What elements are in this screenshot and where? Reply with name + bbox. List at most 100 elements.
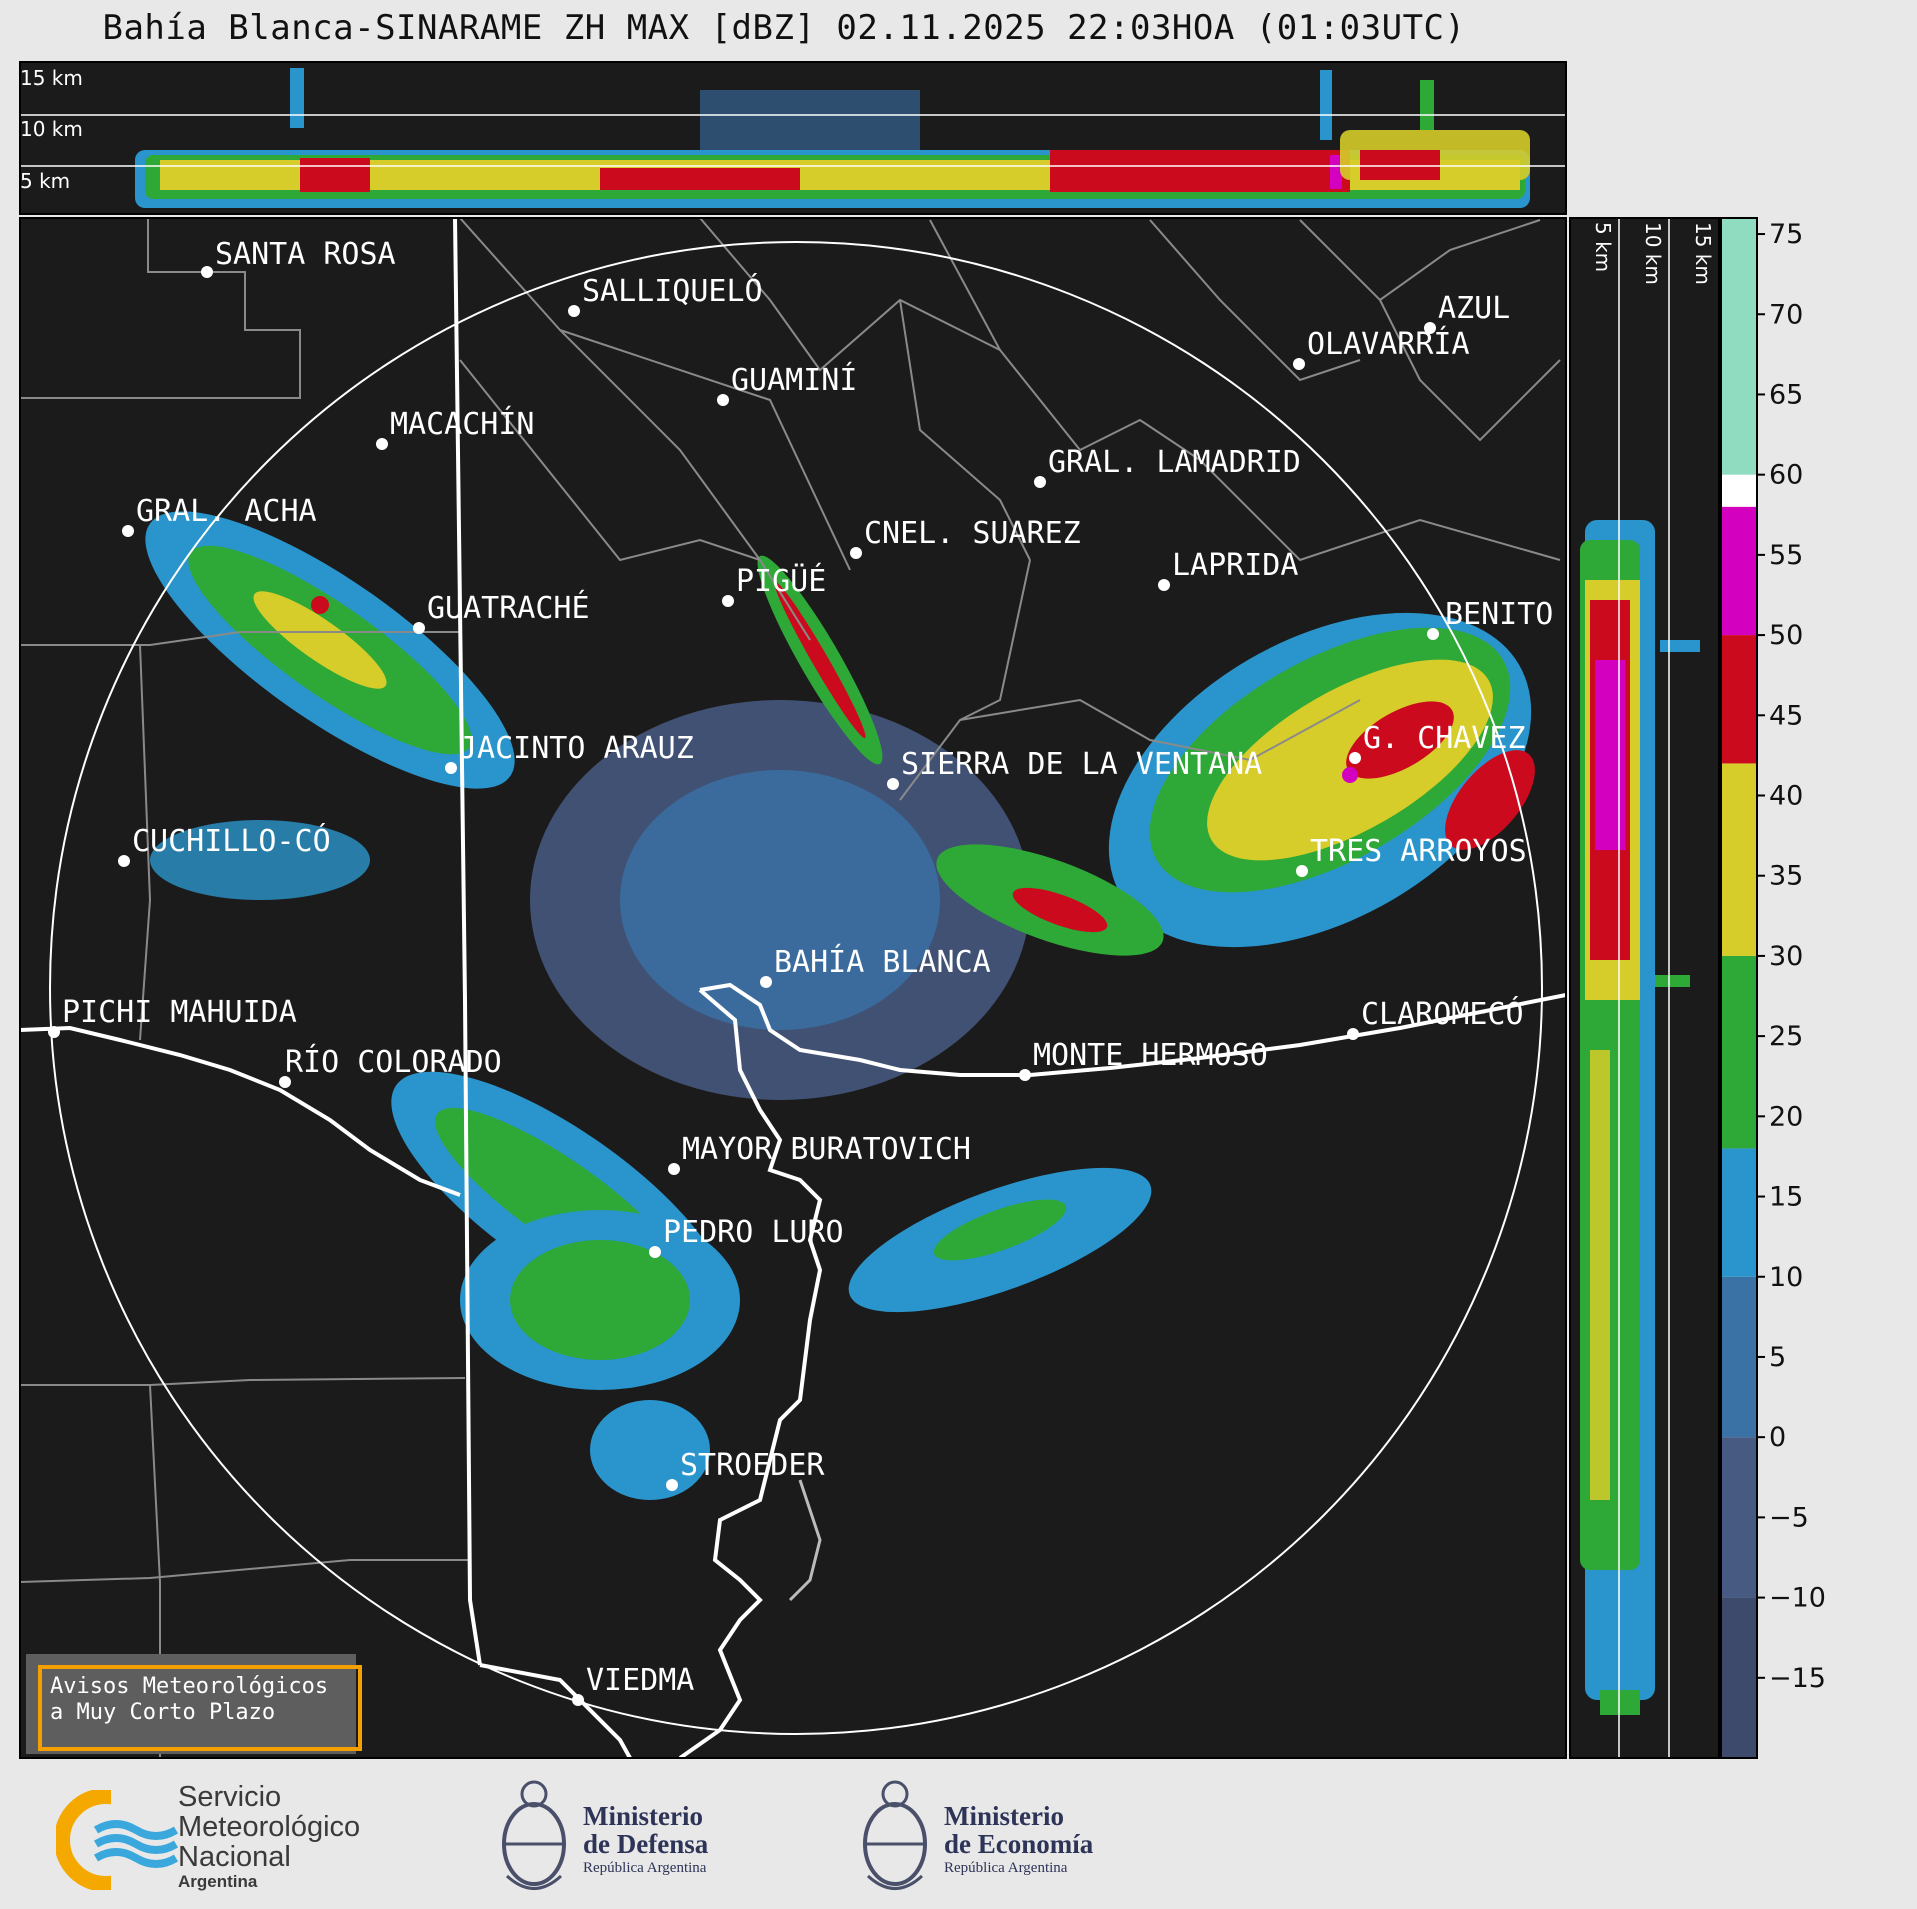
smn-line2: Meteorológico: [178, 1811, 361, 1843]
city-label: MACACHÍN: [390, 406, 535, 442]
colorbar-tick-label: 5: [1769, 1342, 1786, 1373]
city-marker: [376, 438, 388, 450]
economia-line1: Ministerio: [944, 1801, 1064, 1831]
colorbar: [1721, 218, 1757, 1758]
colorbar-frame: [1720, 217, 1758, 1759]
city-label: MAYOR BURATOVICH: [682, 1132, 971, 1167]
colorbar-tick-label: 40: [1769, 781, 1803, 812]
river-border: [20, 1025, 461, 1197]
colorbar-tick-label: 15: [1769, 1182, 1803, 1213]
city-marker: [48, 1026, 60, 1038]
economia-line2: de Economía: [944, 1829, 1094, 1859]
city-marker: [649, 1246, 661, 1258]
defensa-line3: República Argentina: [583, 1860, 707, 1876]
colorbar-band: [1721, 218, 1757, 475]
province-border: [453, 218, 482, 1666]
city-label: MONTE HERMOSO: [1033, 1038, 1268, 1073]
coat-of-arms-icon: [863, 1780, 927, 1890]
city-marker: [1347, 1028, 1359, 1040]
city-label: G. CHAVEZ: [1363, 721, 1526, 756]
avisos-frame: Avisos Meteorológicos a Muy Corto Plazo: [38, 1665, 362, 1751]
city-label: GUAMINÍ: [731, 362, 857, 398]
smn-emblem-icon: [56, 1790, 178, 1890]
city-marker: [1034, 476, 1046, 488]
city-label: CLAROMECÓ: [1361, 995, 1524, 1032]
top-altitude-15km: 15 km: [20, 66, 83, 90]
city-marker: [1293, 358, 1305, 370]
economia-line3: República Argentina: [944, 1860, 1068, 1876]
city-marker: [722, 595, 734, 607]
city-label: CNEL. SUAREZ: [864, 516, 1081, 551]
top-altitude-10km: 10 km: [20, 117, 83, 141]
defensa-line1: Ministerio: [583, 1801, 703, 1831]
smn-line1: Servicio: [178, 1781, 282, 1813]
city-marker: [201, 266, 213, 278]
colorbar-tick-label: 65: [1769, 379, 1803, 410]
colorbar-tick-label: 0: [1769, 1422, 1786, 1453]
side-altitude-15km: 15 km: [1691, 222, 1715, 285]
colorbar-tick-label: 55: [1769, 540, 1803, 571]
side-altitude-10km: 10 km: [1641, 222, 1665, 285]
city-label: LAPRIDA: [1172, 548, 1298, 583]
colorbar-tick-label: −5: [1769, 1502, 1809, 1533]
colorbar-band: [1721, 1148, 1757, 1277]
colorbar-band: [1721, 635, 1757, 764]
city-label: STROEDER: [680, 1448, 825, 1483]
city-label: PICHI MAHUIDA: [62, 995, 297, 1030]
top-altitude-5km: 5 km: [20, 169, 70, 193]
avisos-box[interactable]: Avisos Meteorológicos a Muy Corto Plazo: [26, 1654, 362, 1754]
coastline: [699, 982, 1566, 1077]
colorbar-tick-label: −10: [1769, 1583, 1826, 1614]
city-marker: [1296, 865, 1308, 877]
city-label: AZUL: [1438, 291, 1510, 326]
city-marker: [717, 394, 729, 406]
colorbar-band: [1721, 1597, 1757, 1758]
colorbar-band: [1721, 474, 1757, 507]
city-marker: [568, 305, 580, 317]
city-label: RÍO COLORADO: [285, 1044, 502, 1080]
colorbar-band: [1721, 763, 1757, 956]
city-marker: [668, 1163, 680, 1175]
footer-logos: Servicio Meteorológico Nacional Argentin…: [0, 1762, 1917, 1909]
smn-line3: Nacional: [178, 1841, 291, 1873]
city-marker: [279, 1076, 291, 1088]
colorbar-tick-label: 10: [1769, 1262, 1803, 1293]
city-label: VIEDMA: [586, 1663, 694, 1698]
city-label: OLAVARRÍA: [1307, 326, 1470, 362]
defensa-line2: de Defensa: [583, 1829, 709, 1859]
city-marker: [1427, 628, 1439, 640]
coat-of-arms-icon: [502, 1780, 566, 1890]
city-marker: [666, 1479, 678, 1491]
city-marker: [1158, 579, 1170, 591]
colorbar-tick-label: 20: [1769, 1101, 1803, 1132]
city-label: BAHÍA BLANCA: [774, 944, 991, 980]
colorbar-tick-label: −15: [1769, 1663, 1826, 1694]
colorbar-tick-label: 45: [1769, 700, 1803, 731]
colorbar-tick-label: 25: [1769, 1021, 1803, 1052]
city-label: GRAL. ACHA: [136, 494, 317, 529]
city-marker: [887, 778, 899, 790]
city-marker: [1019, 1069, 1031, 1081]
defensa-logo: Ministerio de Defensa República Argentin…: [495, 1776, 755, 1901]
map-title: Bahía Blanca-SINARAME ZH MAX [dBZ] 02.11…: [102, 8, 1466, 48]
city-marker: [445, 762, 457, 774]
colorbar-band: [1721, 955, 1757, 1149]
city-label: PIGÜÉ: [736, 563, 826, 599]
radar-map: 15 km 10 km 5 km: [19, 61, 1826, 1759]
city-marker: [760, 976, 772, 988]
city-label: SALLIQUELÓ: [582, 272, 763, 309]
colorbar-band: [1721, 1276, 1757, 1438]
colorbar-tick-label: 30: [1769, 941, 1803, 972]
city-marker: [413, 622, 425, 634]
colorbar-tick-label: 35: [1769, 861, 1803, 892]
city-marker: [118, 855, 130, 867]
colorbar-tick-label: 50: [1769, 620, 1803, 651]
avisos-line2: a Muy Corto Plazo: [50, 1700, 276, 1725]
colorbar-tick-label: 75: [1769, 219, 1803, 250]
city-marker: [850, 547, 862, 559]
smn-line4: Argentina: [178, 1872, 258, 1891]
city-label: SANTA ROSA: [215, 237, 396, 272]
city-label: SIERRA DE LA VENTANA: [901, 747, 1262, 782]
